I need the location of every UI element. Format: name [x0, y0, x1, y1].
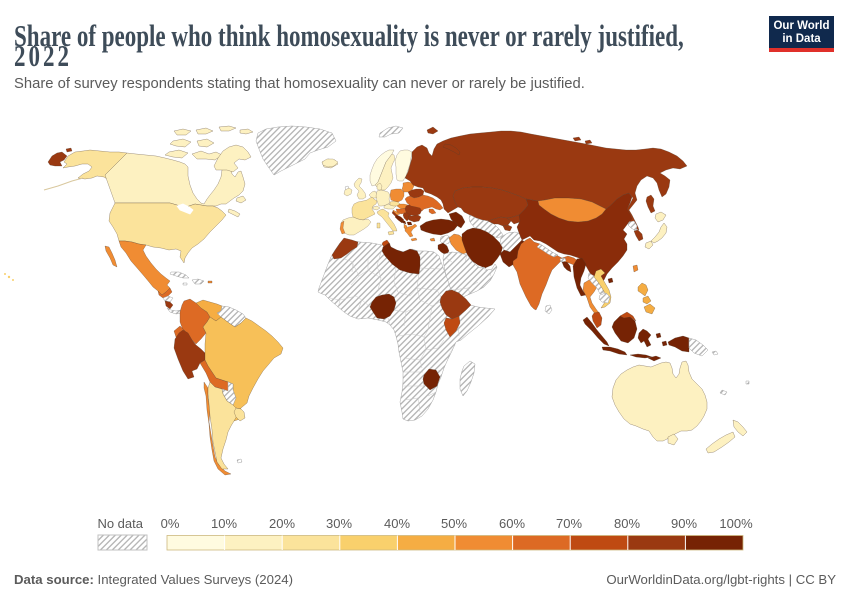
svg-text:40%: 40%	[384, 516, 410, 531]
svg-text:90%: 90%	[671, 516, 697, 531]
svg-text:30%: 30%	[326, 516, 352, 531]
svg-text:0%: 0%	[161, 516, 180, 531]
svg-text:20%: 20%	[269, 516, 295, 531]
svg-text:50%: 50%	[441, 516, 467, 531]
svg-text:60%: 60%	[499, 516, 525, 531]
svg-text:No data: No data	[97, 516, 143, 531]
svg-text:70%: 70%	[556, 516, 582, 531]
svg-text:100%: 100%	[719, 516, 753, 531]
svg-text:10%: 10%	[211, 516, 237, 531]
svg-text:80%: 80%	[614, 516, 640, 531]
